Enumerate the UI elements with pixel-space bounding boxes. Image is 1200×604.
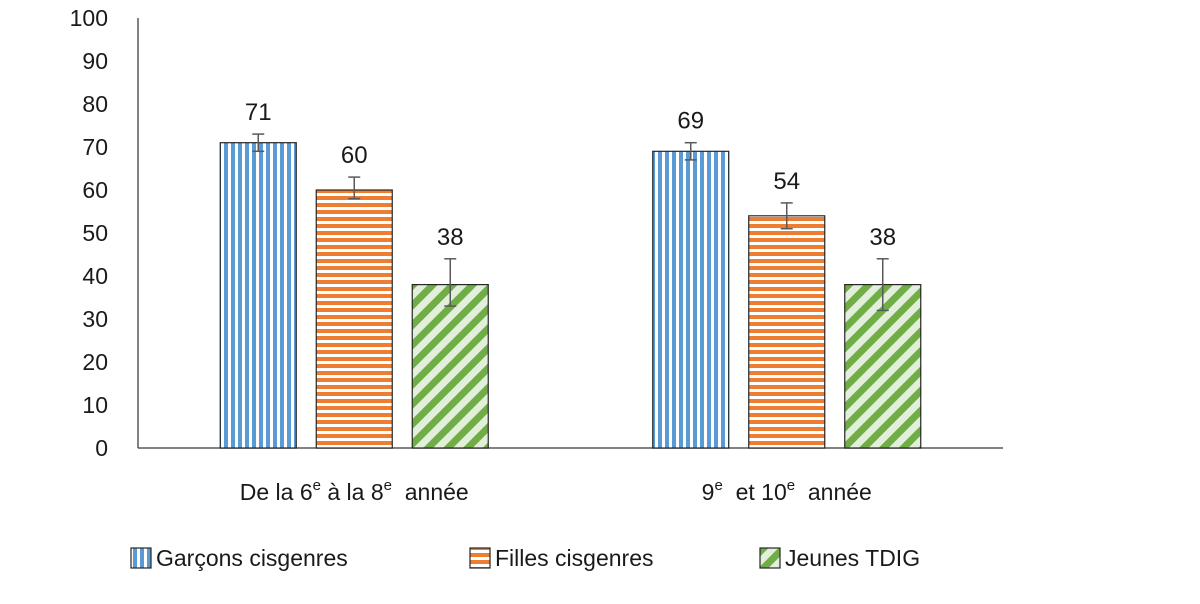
legend-swatch: [130, 547, 152, 569]
y-tick-label: 40: [82, 263, 108, 289]
category-label-text: De la 6: [240, 479, 313, 505]
legend-swatch: [759, 547, 781, 569]
bar: [411, 284, 489, 449]
category-labels: De la 6e​ à la 8e​ année 9e​ et 10e​ anné…: [240, 477, 872, 505]
category-label: 9e​ et 10e​ année: [702, 477, 872, 505]
y-tick-label: 20: [82, 349, 108, 375]
y-tick-label: 70: [82, 134, 108, 160]
bar: [315, 189, 393, 449]
y-tick-label: 60: [82, 177, 108, 203]
y-tick-label: 100: [70, 5, 108, 31]
y-tick-label: 90: [82, 48, 108, 74]
bar: [652, 150, 730, 449]
category-label-superscript: e: [313, 477, 321, 494]
category-label-text: à la 8: [321, 479, 384, 505]
category-label-text: 9: [702, 479, 715, 505]
data-label: 38: [869, 224, 896, 251]
bar: [219, 142, 297, 449]
data-label: 69: [677, 108, 704, 135]
category-label: De la 6e​ à la 8e​ année: [240, 477, 469, 505]
category-label-text: année: [795, 479, 872, 505]
data-label: 60: [341, 142, 368, 169]
y-tick-label: 0: [95, 435, 108, 461]
bars: [219, 142, 922, 449]
y-tick-label: 30: [82, 306, 108, 332]
data-label: 71: [245, 99, 272, 126]
data-label: 54: [773, 168, 800, 195]
legend-label: Garçons cisgenres: [156, 545, 348, 571]
y-tick-label: 10: [82, 392, 108, 418]
y-tick-label: 50: [82, 220, 108, 246]
data-label: 38: [437, 224, 464, 251]
legend-swatch: [469, 547, 491, 569]
legend-label: Jeunes TDIG: [785, 545, 920, 571]
category-label-superscript: e: [714, 477, 722, 494]
bar: [844, 284, 922, 449]
legend: Garçons cisgenres Filles cisgenres Jeunes …: [130, 545, 920, 571]
error-bars: [252, 133, 889, 312]
y-tick-label: 80: [82, 91, 108, 117]
legend-label: Filles cisgenres: [495, 545, 654, 571]
bar: [748, 215, 826, 449]
category-label-superscript: e: [384, 477, 392, 494]
category-label-text: année: [392, 479, 469, 505]
category-label-superscript: e: [787, 477, 795, 494]
category-label-text: et 10: [723, 479, 787, 505]
data-labels: 71 69 60 54 38 38: [245, 99, 896, 251]
y-tick-labels: 0 10 20 30 40 50 60 70 80 90 100: [70, 5, 108, 461]
